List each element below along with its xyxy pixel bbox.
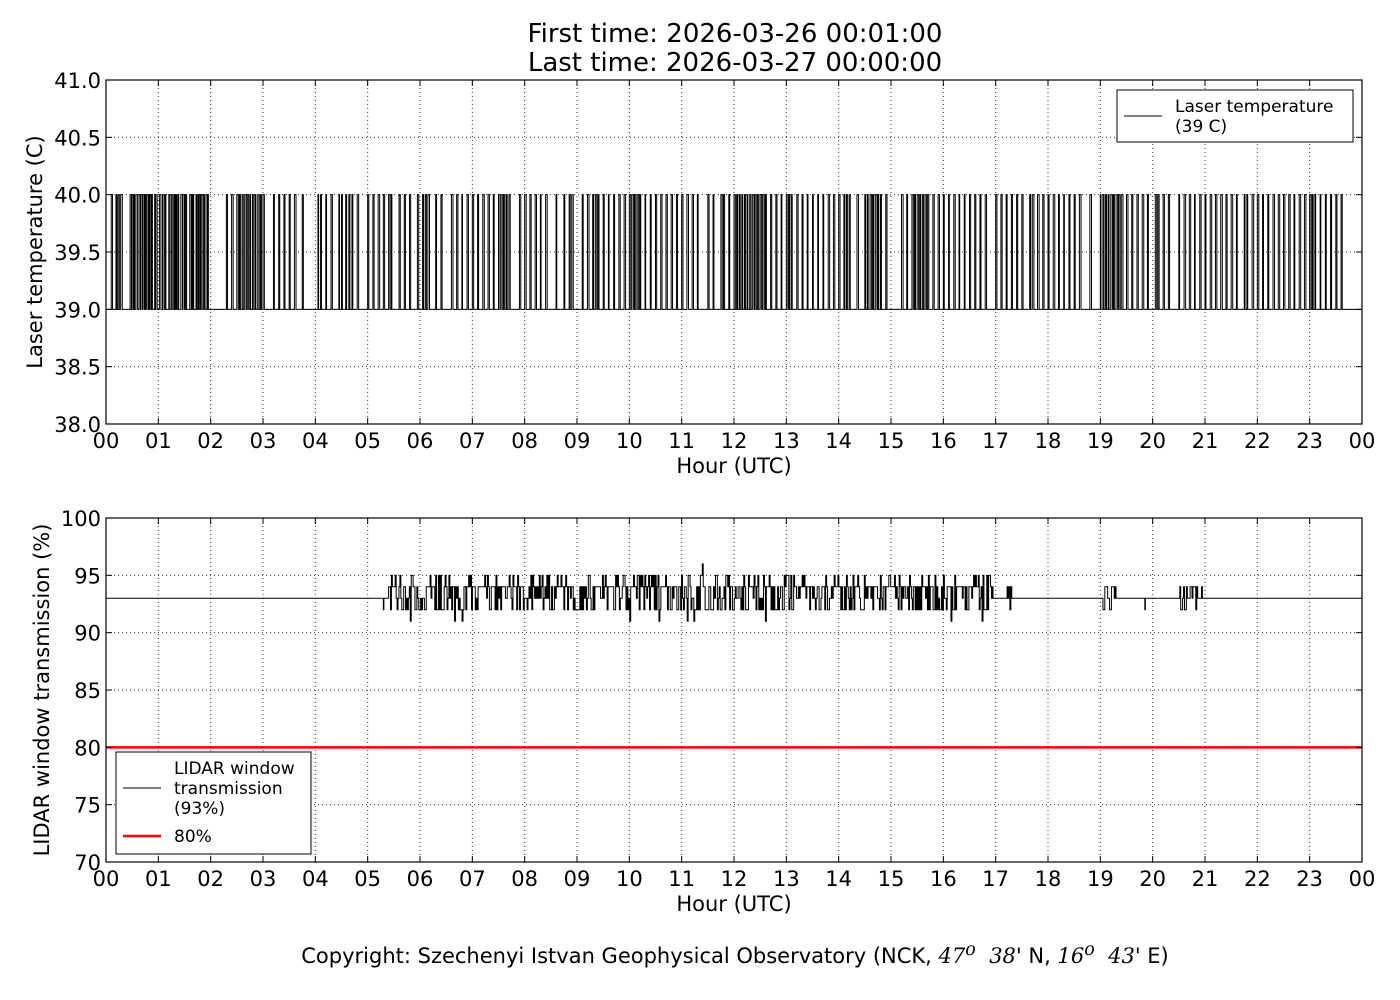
x-tick-label: 20 [1139,429,1166,453]
copyright-lon: 16o 43 [1057,940,1135,968]
legend-label-line: (39 C) [1175,117,1227,137]
x-tick-label: 00 [93,429,120,453]
x-tick-label: 17 [982,867,1009,891]
x-tick-label: 23 [1296,429,1323,453]
copyright-text: Copyright: Szechenyi Istvan Geophysical … [301,944,932,968]
x-tick-label: 20 [1139,867,1166,891]
chart-2: 00 01 02 03 04 05 06 07 08 09 10 11 12 13 14 15 16 17 18 19… [30,507,1375,916]
x-tick-label: 09 [564,429,591,453]
y-tick-label: 40.0 [54,184,101,208]
figure-title-line1: First time: 2026-03-26 00:01:00 [527,19,943,49]
legend-label-line: 80% [174,827,212,847]
x-tick-label: 21 [1192,429,1219,453]
x-tick-label: 01 [145,867,172,891]
legend-label-line: Laser temperature [1175,97,1333,117]
legend-label-line: LIDAR window [174,759,295,779]
x-tick-label: 13 [773,867,800,891]
x-tick-label: 00 [93,867,120,891]
y-tick-label: 41.0 [54,69,101,93]
x-tick-label: 05 [354,429,381,453]
x-tick-label: 16 [930,867,957,891]
y-tick-label: 70 [74,851,101,875]
figure-title-line2: Last time: 2026-03-27 00:00:00 [527,48,943,78]
legend-label-line: transmission [174,779,283,799]
x-tick-label: 19 [1087,429,1114,453]
x-tick-label: 08 [511,867,538,891]
x-tick-label: 21 [1192,867,1219,891]
x-tick-label: 14 [825,867,852,891]
x-tick-label: 01 [145,429,172,453]
legend-label: Laser temperature (39 C) [1175,97,1333,137]
figure-canvas: 00 01 02 03 04 05 06 07 08 09 10 11 12 13 14 15 16 17 18 19… [23,69,1375,916]
y-tick-label: 39.0 [54,298,101,322]
x-tick-label: 05 [354,867,381,891]
x-tick-label: 06 [407,867,434,891]
y-tick-label: 38.0 [54,413,101,437]
y-tick-label: 75 [74,794,101,818]
x-tick-label: 17 [982,429,1009,453]
x-tick-label: 04 [302,867,329,891]
x-tick-label: 19 [1087,867,1114,891]
x-tick-label: 22 [1244,429,1271,453]
x-tick-label: 15 [878,429,905,453]
copyright-footer: Copyright: Szechenyi Istvan Geophysical … [0,937,1400,969]
legend-label: LIDAR window transmission (93%) [174,759,295,819]
x-tick-label: 14 [825,429,852,453]
x-tick-label: 00 [1349,867,1376,891]
x-tick-label: 00 [1349,429,1376,453]
x-axis-label: Hour (UTC) [676,454,791,478]
legend-label: 80% [174,827,212,847]
x-tick-label: 18 [1035,867,1062,891]
chart-1: 00 01 02 03 04 05 06 07 08 09 10 11 12 13 14 15 16 17 18 19… [23,69,1375,478]
x-tick-label: 07 [459,867,486,891]
x-tick-label: 11 [668,867,695,891]
copyright-lat: 47o 38 [938,940,1016,968]
x-tick-label: 07 [459,429,486,453]
data-series-line [106,563,1362,622]
x-tick-label: 02 [197,867,224,891]
x-tick-label: 06 [407,429,434,453]
legend: Laser temperature (39 C) [1116,89,1354,143]
y-tick-label: 85 [74,679,101,703]
x-tick-label: 16 [930,429,957,453]
y-axis-label: Laser temperature (C) [23,135,47,368]
x-tick-label: 23 [1296,867,1323,891]
x-tick-label: 08 [511,429,538,453]
y-tick-label: 95 [74,564,101,588]
x-tick-label: 10 [616,429,643,453]
y-tick-label: 100 [61,507,101,531]
x-tick-label: 02 [197,429,224,453]
x-tick-label: 11 [668,429,695,453]
x-tick-label: 03 [250,867,277,891]
y-tick-label: 40.5 [54,126,101,150]
copyright-lat-rest: ' N, [1015,944,1051,968]
x-axis-label: Hour (UTC) [676,892,791,916]
x-tick-label: 09 [564,867,591,891]
legend: LIDAR window transmission (93%) 80% [115,751,312,855]
x-tick-label: 18 [1035,429,1062,453]
y-tick-label: 39.5 [54,241,101,265]
x-tick-label: 22 [1244,867,1271,891]
y-tick-label: 38.5 [54,356,101,380]
y-tick-label: 90 [74,622,101,646]
x-tick-label: 13 [773,429,800,453]
x-tick-label: 12 [721,867,748,891]
x-tick-label: 12 [721,429,748,453]
x-tick-label: 10 [616,867,643,891]
data-series-line [107,194,1362,310]
x-tick-label: 15 [878,867,905,891]
legend-label-line: (93%) [174,799,225,819]
copyright-lon-rest: ' E) [1134,944,1169,968]
y-axis-label: LIDAR window transmission (%) [30,524,54,857]
x-tick-label: 03 [250,429,277,453]
x-tick-label: 04 [302,429,329,453]
y-tick-label: 80 [74,736,101,760]
